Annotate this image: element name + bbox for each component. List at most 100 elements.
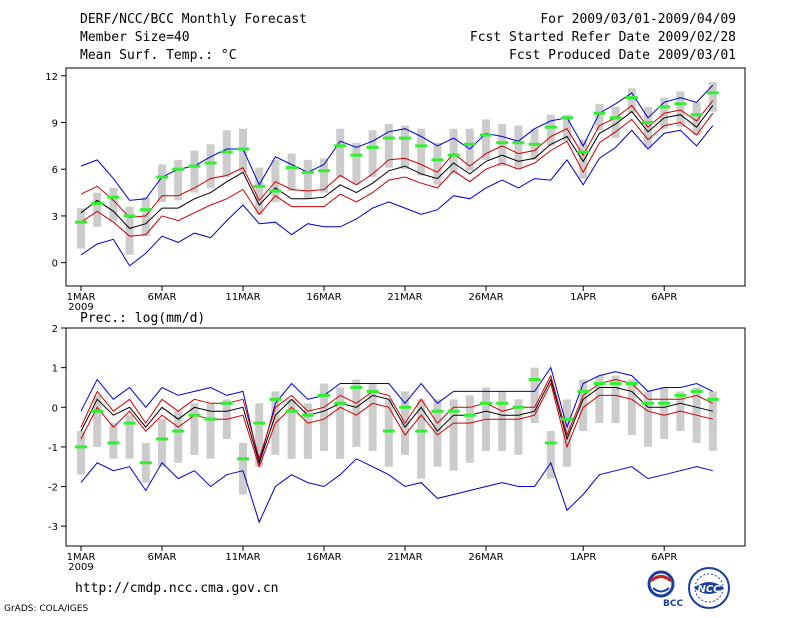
member-range-box bbox=[190, 403, 199, 455]
y-tick-label: 9 bbox=[52, 119, 58, 130]
median-marker bbox=[253, 184, 266, 188]
median-marker bbox=[431, 409, 444, 413]
member-range-box bbox=[465, 128, 474, 171]
member-range-box bbox=[546, 114, 555, 146]
member-range-box bbox=[93, 192, 102, 227]
median-marker bbox=[674, 102, 687, 106]
median-marker bbox=[690, 389, 703, 393]
member-range-box bbox=[125, 415, 134, 459]
member-range-box bbox=[611, 106, 620, 139]
median-marker bbox=[139, 461, 152, 465]
median-marker bbox=[237, 457, 249, 461]
median-marker bbox=[366, 145, 379, 149]
x-tick-label: 6APR bbox=[651, 292, 677, 303]
temperature-variable-label: Mean Surf. Temp.: °C bbox=[80, 48, 237, 63]
member-range-box bbox=[77, 431, 85, 475]
median-marker bbox=[706, 397, 719, 401]
member-range-box bbox=[239, 128, 247, 173]
x-tick-label: 6MAR bbox=[148, 552, 177, 563]
member-range-box bbox=[287, 153, 296, 192]
y-tick-label: 1 bbox=[52, 364, 58, 375]
member-range-box bbox=[627, 379, 636, 436]
median-marker bbox=[658, 401, 671, 405]
median-marker bbox=[382, 136, 395, 140]
x-tick-label: 1MAR bbox=[67, 292, 96, 303]
median-marker bbox=[431, 158, 444, 162]
median-marker bbox=[107, 441, 120, 445]
precipitation-variable-label: Prec.: log(mm/d) bbox=[80, 311, 205, 326]
member-range-box bbox=[271, 159, 280, 202]
x-tick-label: 6MAR bbox=[148, 292, 177, 303]
median-marker bbox=[642, 401, 654, 405]
median-marker bbox=[91, 409, 104, 413]
member-range-box bbox=[563, 399, 571, 467]
member-range-box bbox=[109, 423, 118, 459]
median-marker bbox=[447, 409, 460, 413]
x-tick-label: 21MAR bbox=[387, 552, 422, 563]
median-marker bbox=[463, 142, 476, 146]
chart-title: DERF/NCC/BCC Monthly Forecast bbox=[80, 12, 307, 27]
member-range-box bbox=[433, 399, 442, 467]
x-tick-label: 11MAR bbox=[225, 292, 260, 303]
member-range-box bbox=[498, 391, 507, 451]
median-marker bbox=[188, 413, 201, 417]
member-range-box bbox=[449, 399, 458, 471]
member-range-box bbox=[206, 403, 215, 459]
website-url[interactable]: http://cmdp.ncc.cma.gov.cn bbox=[75, 581, 279, 596]
member-range-box bbox=[546, 431, 555, 479]
member-range-box bbox=[222, 130, 231, 177]
upper-spread-line bbox=[80, 100, 714, 219]
member-range-box bbox=[579, 379, 588, 432]
median-marker bbox=[285, 166, 298, 170]
x-tick-label: 1APR bbox=[570, 292, 596, 303]
member-range-box bbox=[336, 128, 345, 177]
median-marker bbox=[204, 161, 217, 165]
median-marker bbox=[528, 142, 541, 146]
ncc-logo-text: NCC bbox=[697, 584, 721, 595]
median-marker bbox=[544, 441, 557, 445]
member-range-box bbox=[287, 399, 296, 459]
member-range-box bbox=[401, 125, 409, 170]
member-range-box bbox=[579, 139, 588, 179]
median-marker bbox=[415, 144, 428, 148]
member-range-box bbox=[595, 103, 604, 131]
median-marker bbox=[269, 189, 282, 193]
median-marker bbox=[512, 141, 525, 145]
median-marker bbox=[253, 421, 266, 425]
y-tick-label: -3 bbox=[48, 522, 58, 533]
member-range-box bbox=[384, 399, 393, 467]
member-range-box bbox=[174, 159, 183, 201]
ncc-logo: NCC bbox=[686, 566, 732, 610]
min-line bbox=[80, 125, 714, 267]
member-range-box bbox=[708, 82, 717, 112]
median-marker bbox=[123, 421, 136, 425]
forecast-period: For 2009/03/01-2009/04/09 bbox=[540, 12, 736, 27]
median-marker bbox=[658, 105, 671, 109]
member-range-box bbox=[644, 391, 652, 447]
y-tick-label: 12 bbox=[45, 72, 58, 83]
member-range-box bbox=[352, 379, 361, 447]
median-marker bbox=[642, 121, 654, 124]
median-marker bbox=[350, 153, 363, 157]
member-range-box bbox=[352, 142, 361, 185]
year-label: 2009 bbox=[68, 562, 93, 573]
median-marker bbox=[269, 397, 282, 401]
member-range-box bbox=[158, 164, 166, 202]
median-marker bbox=[447, 153, 460, 157]
median-marker bbox=[577, 150, 590, 154]
x-tick-label: 21MAR bbox=[387, 292, 422, 303]
member-range-box bbox=[77, 208, 85, 249]
median-marker bbox=[528, 378, 541, 382]
member-range-box bbox=[482, 119, 490, 160]
member-range-box bbox=[174, 411, 183, 463]
member-range-box bbox=[465, 395, 474, 463]
member-range-box bbox=[692, 102, 701, 135]
median-marker bbox=[172, 167, 185, 171]
y-tick-label: 3 bbox=[52, 212, 58, 223]
median-marker bbox=[172, 429, 185, 433]
median-marker bbox=[463, 413, 476, 417]
member-range-box bbox=[368, 383, 377, 451]
member-range-box bbox=[417, 399, 426, 479]
member-range-box bbox=[239, 442, 247, 495]
